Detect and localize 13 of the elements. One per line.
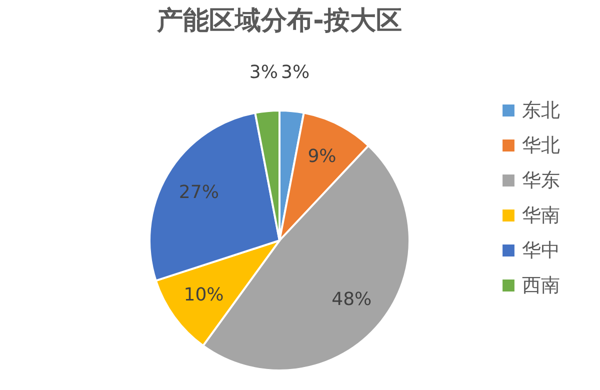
- data-label: 3%: [281, 62, 310, 84]
- legend-label: 华中: [522, 240, 560, 262]
- legend-label: 华南: [522, 204, 560, 226]
- data-label: 48%: [332, 289, 372, 310]
- data-label: 27%: [178, 182, 219, 203]
- data-label: 9%: [308, 146, 336, 168]
- legend-label: 华北: [522, 134, 560, 156]
- legend-label: 东北: [522, 100, 560, 122]
- legend-label: 西南: [522, 274, 560, 296]
- legend-label: 华东: [522, 170, 560, 192]
- data-label: 10%: [184, 284, 224, 306]
- chart-title: 产能区域分布-按大区: [156, 6, 402, 36]
- data-label: 3%: [249, 62, 278, 84]
